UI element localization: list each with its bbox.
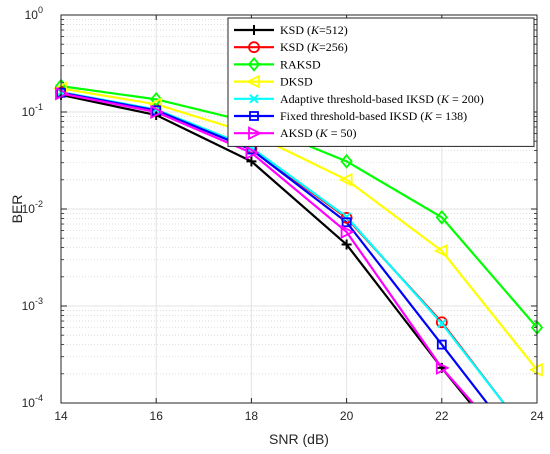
marker-square [249, 111, 259, 121]
marker-diamond [247, 56, 261, 72]
marker-triangle-right [435, 360, 450, 375]
legend-label-2: RAKSD [280, 57, 321, 71]
marker-plus [249, 25, 259, 35]
legend: KSD (K=512) KSD (K=256) RAKSD DKSD Adaptive … [227, 17, 535, 147]
marker-diamond [340, 153, 353, 169]
x-tick-label: 22 [435, 409, 449, 423]
legend-box [227, 17, 535, 147]
marker-plus [341, 239, 352, 250]
marker-triangle-left [433, 243, 448, 258]
x-tick-label: 16 [150, 409, 164, 423]
marker-triangle-right [340, 224, 355, 239]
x-tick-label: 18 [245, 409, 259, 423]
marker-triangle-left [245, 74, 260, 89]
legend-label-4: Adaptive threshold-based IKSD (K = 200) [280, 92, 484, 106]
marker-x [341, 212, 352, 222]
y-tick-label: 10-2 [22, 199, 43, 216]
series-line-6 [61, 92, 474, 403]
marker-square [341, 217, 352, 228]
legend-label-0: KSD (K=512) [280, 23, 348, 37]
series-line-3 [61, 87, 537, 371]
x-tick-label: 14 [54, 409, 68, 423]
marker-diamond [435, 209, 448, 225]
x-tick-label: 20 [340, 409, 354, 423]
y-tick-label: 10-1 [22, 102, 43, 119]
marker-triangle-right [248, 126, 263, 141]
x-tick-label: 24 [530, 409, 544, 423]
legend-label-1: KSD (K=256) [280, 40, 348, 54]
y-tick-label: 10-4 [22, 393, 43, 410]
marker-triangle-right [245, 145, 260, 160]
marker-plus [246, 156, 257, 167]
y-axis-label: BER [9, 195, 25, 224]
x-axis-label: SNR (dB) [269, 431, 329, 447]
marker-triangle-right [150, 105, 165, 119]
legend-label-3: DKSD [280, 75, 313, 89]
legend-label-5: Fixed threshold-based IKSD (K = 138) [280, 109, 467, 123]
y-tick-label: 100 [25, 5, 43, 22]
marker-circle [340, 211, 353, 224]
marker-circle [248, 41, 260, 54]
marker-diamond [150, 91, 163, 107]
marker-square [436, 339, 447, 350]
marker-circle [435, 316, 448, 329]
marker-x [437, 318, 447, 329]
marker-x [249, 94, 259, 104]
marker-triangle-left [338, 172, 353, 187]
series-line-5 [61, 91, 488, 403]
y-tick-label: 10-3 [22, 296, 43, 313]
legend-label-6: AKSD (K = 50) [280, 126, 356, 140]
